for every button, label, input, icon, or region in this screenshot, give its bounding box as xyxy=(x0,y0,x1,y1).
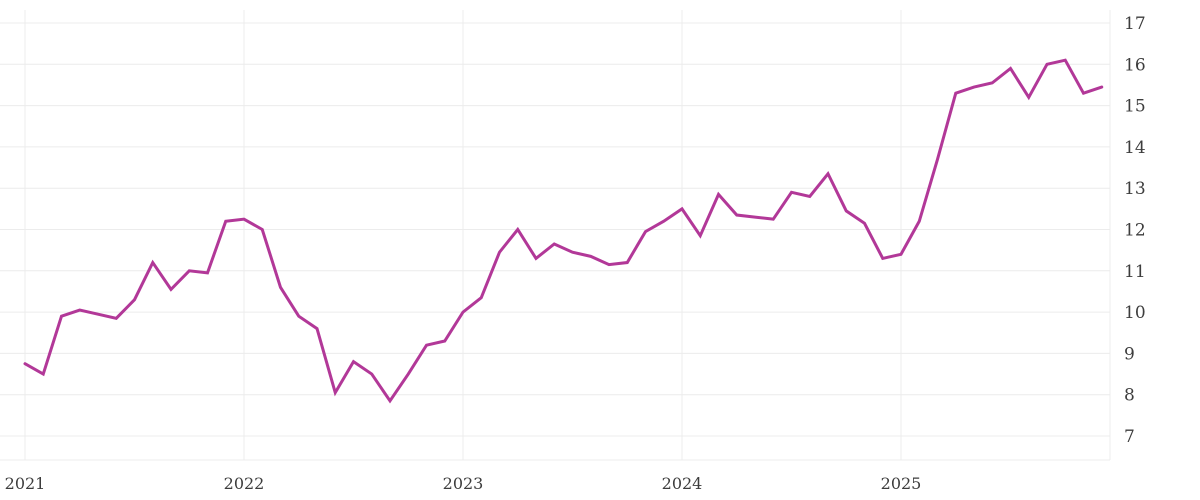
x-axis-tick-label: 2021 xyxy=(5,474,46,493)
x-axis-tick-label: 2025 xyxy=(881,474,922,493)
y-axis-tick-label: 14 xyxy=(1124,138,1146,158)
y-axis-tick-label: 7 xyxy=(1124,427,1135,447)
x-axis-tick-label: 2022 xyxy=(224,474,265,493)
y-axis-tick-label: 16 xyxy=(1124,55,1146,75)
y-axis-tick-label: 13 xyxy=(1124,179,1146,199)
y-axis-tick-label: 10 xyxy=(1124,303,1146,323)
series-line[interactable] xyxy=(23,58,1104,404)
x-axis-tick-label: 2023 xyxy=(443,474,484,493)
y-axis-tick-label: 15 xyxy=(1124,97,1146,117)
x-axis-tick-label: 2024 xyxy=(662,474,703,493)
y-axis-tick-label: 9 xyxy=(1124,344,1135,364)
y-axis-tick-label: 12 xyxy=(1124,221,1146,241)
y-axis-tick-label: 11 xyxy=(1124,262,1146,282)
y-axis-tick-label: 17 xyxy=(1124,14,1146,34)
y-axis-tick-label: 8 xyxy=(1124,386,1135,406)
